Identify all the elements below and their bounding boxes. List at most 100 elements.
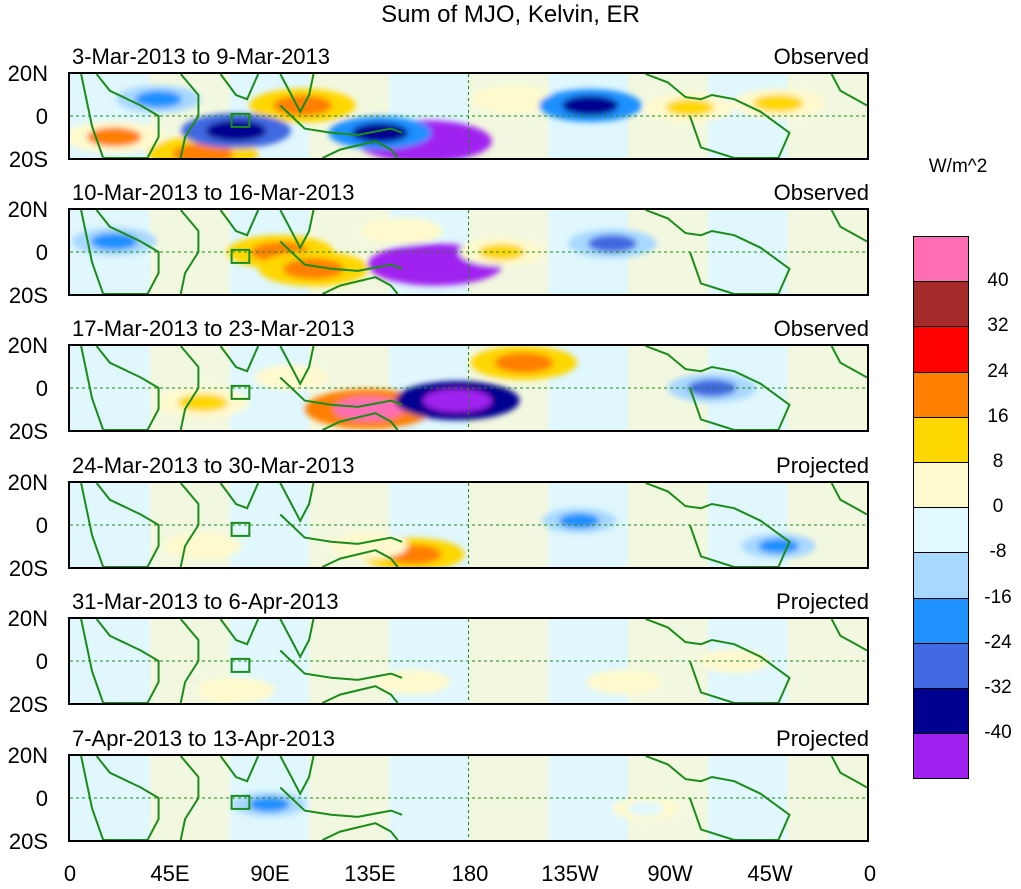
anomaly-core [714,653,754,669]
x-tick-label: 180 [451,861,489,886]
x-tick-label: 45W [747,861,793,886]
y-tick-label: 20N [7,197,48,222]
anomaly-core [135,90,182,108]
colorbar-swatch [913,462,969,509]
coastline [830,756,867,789]
coastline [645,210,791,294]
coastline [279,376,403,408]
anomaly-core [181,538,225,554]
colorbar-swatch [913,416,969,463]
y-tick-label: 20S [8,829,48,854]
colorbar-label: -32 [984,677,1012,698]
coastline [830,619,867,652]
panel-status: Observed [773,44,869,69]
colorbar-swatch [913,236,969,283]
coastline [830,346,867,379]
anomaly-core [86,127,142,147]
colorbar-label: -8 [989,541,1007,563]
coastline [645,619,791,703]
y-tick-label: 0 [35,376,48,401]
anomaly-core [758,538,799,554]
coastline [279,513,403,545]
colorbar-label: -16 [984,586,1012,608]
coastline [219,346,260,373]
panel-date-range: 10-Mar-2013 to 16-Mar-2013 [72,180,355,205]
anomaly-core [588,234,637,253]
anomaly-core [205,120,267,142]
anomaly-core [248,796,290,812]
x-tick-label: 135W [541,861,599,886]
region-box [230,794,251,810]
colorbar-label: 24 [987,360,1009,382]
coastline [279,649,403,681]
map-panel-svg [70,210,867,294]
x-tick-label: 90E [250,861,290,886]
panel-status: Projected [776,589,869,614]
y-tick-label: 0 [35,786,48,811]
map-panel-svg [70,74,867,158]
map-panel [68,754,869,842]
panel-status: Projected [776,726,869,751]
coastline [219,756,260,783]
anomaly-core [392,674,434,690]
region-box [230,657,251,673]
figure-title: Sum of MJO, Kelvin, ER [381,1,640,28]
coastline [279,74,315,114]
coastline [830,74,867,107]
anomaly-core [90,233,138,250]
x-tick-label: 90W [647,861,693,886]
map-panel-svg [70,346,867,430]
coastline [219,483,260,510]
y-tick-label: 20N [7,61,48,86]
coastline [279,240,403,272]
panel-date-range: 7-Apr-2013 to 13-Apr-2013 [72,726,335,751]
region-box [230,248,251,264]
y-tick-label: 20N [7,743,48,768]
y-tick-label: 20N [7,606,48,631]
coastline [279,786,403,818]
map-panel [68,617,869,705]
anomaly-core [753,94,804,113]
anomaly-core [558,513,600,529]
colorbar-label: 32 [987,315,1009,337]
anomaly-core [214,682,258,699]
region-box [230,112,251,128]
y-tick-label: 0 [35,513,48,538]
region-box [230,384,251,400]
panel-date-range: 17-Mar-2013 to 23-Mar-2013 [72,316,355,341]
coastline [645,346,791,430]
anomaly-core [283,258,344,280]
coastline [279,483,315,523]
anomaly-core [490,91,536,108]
colorbar-label: 0 [992,496,1004,518]
anomaly-core [665,98,715,117]
coastline [830,210,867,243]
anomaly-core [177,393,229,412]
map-panel [68,208,869,296]
anomaly-core [603,674,644,690]
colorbar-label: -24 [984,631,1012,653]
colorbar-label: 16 [987,405,1009,427]
y-tick-label: 20N [7,470,48,495]
y-tick-label: 20S [8,419,48,444]
coastline [321,822,399,840]
anomaly-core [379,222,425,240]
coastline [645,756,791,840]
coastline [321,549,399,567]
coastline [321,685,399,703]
coastline [279,756,315,796]
x-tick-label: 45E [150,861,190,886]
colorbar-swatch [913,597,969,644]
anomaly-core [478,243,526,261]
coastline [279,104,403,136]
anomaly-core [347,538,391,554]
colorbar-swatch [913,326,969,373]
anomaly-core [561,95,619,116]
y-tick-label: 20S [8,147,48,172]
colorbar-label: 40 [987,270,1009,292]
x-tick-label: 0 [63,861,77,886]
panel-status: Projected [776,453,869,478]
coastline [645,74,791,158]
map-panel-svg [70,756,867,840]
panel-date-range: 3-Mar-2013 to 9-Mar-2013 [72,44,331,69]
